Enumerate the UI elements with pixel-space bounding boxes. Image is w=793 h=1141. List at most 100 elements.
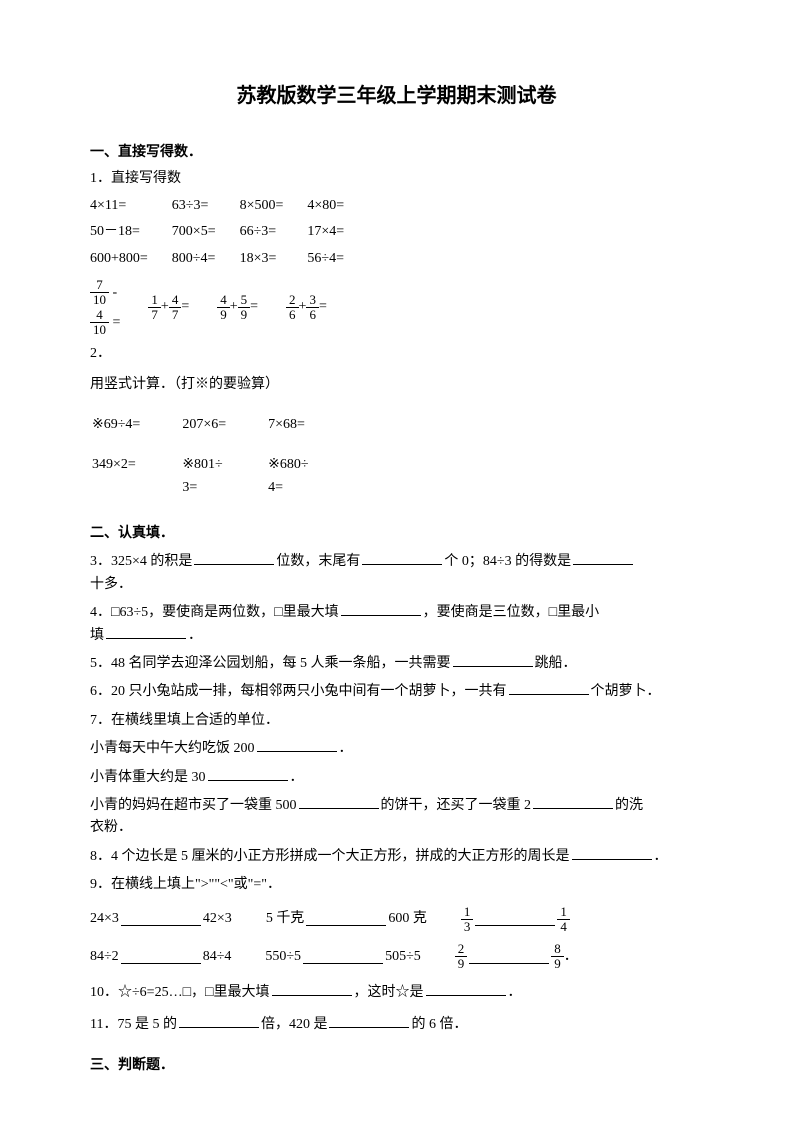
question-4: 4．□63÷5，要使商是两位数，□里最大填，要使商是三位数，□里最小 填． [90,602,703,647]
question-5: 5．48 名同学去迎泽公园划船，每 5 人乘一条船，一共需要跳船． [90,653,703,675]
fraction: 3 6 [306,293,319,323]
calc-cell: 600+800= [90,246,172,272]
q-text: 倍，420 是 [261,1017,328,1032]
question-7-2: 小青体重大约是 30 ． [90,767,703,789]
q-text: ． [339,741,353,756]
q-text: 4．□63÷5，要使商是两位数，□里最大填 [90,605,339,620]
vcalc-cell: 207×6= [182,406,266,444]
fraction: 1 7 [148,293,161,323]
blank-input[interactable] [453,653,533,667]
calc-cell: 4×11= [90,193,172,219]
calc-grid: 4×11= 63÷3= 8×500= 4×80= 50－18= 700×5= 6… [90,193,368,272]
fraction-expr: 7 10 - 4 10 = [90,278,120,337]
blank-input[interactable] [329,1014,409,1028]
calc-cell: 18×3= [240,246,308,272]
vcalc-text: ※801÷ [182,457,222,472]
blank-input[interactable] [306,912,386,926]
cmp-text: 550÷5 [265,946,301,968]
q-text: ． [654,849,668,864]
compare-row-2: 84÷2 84÷4 550÷5 505÷5 2989． [90,942,703,972]
blank-input[interactable] [272,982,352,996]
fraction-expr: 2 6 + 3 6 = [286,293,327,323]
vcalc-cell: ※680÷ 4= [268,446,348,507]
question-8: 8．4 个边长是 5 厘米的小正方形拼成一个大正方形，拼成的大正方形的周长是 ． [90,846,703,868]
q-text: 十多． [90,577,132,592]
q-text: ，要使商是三位数，□里最小 [423,605,599,620]
question-10: 10．☆÷6=25…□，□里最大填，这时☆是． [90,982,703,1004]
blank-input[interactable] [121,950,201,964]
vcalc-text: 3= [182,480,197,495]
page-title: 苏教版数学三年级上学期期末测试卷 [90,80,703,112]
q-text: 11．75 是 5 的 [90,1017,177,1032]
blank-input[interactable] [194,551,274,565]
question-11: 11．75 是 5 的倍，420 是的 6 倍． [90,1014,703,1036]
compare-item: 5 千克 600 克 [266,908,427,930]
compare-item: 24×342×3 [90,908,232,930]
cmp-text: 5 千克 [266,908,305,930]
cmp-text: 505÷5 [385,946,421,968]
blank-input[interactable] [572,846,652,860]
blank-input[interactable] [426,982,506,996]
cmp-text: 84÷4 [203,946,232,968]
blank-input[interactable] [362,551,442,565]
q2-desc: 用竖式计算．（打※的要验算） [90,374,703,396]
fraction: 4 9 [217,293,230,323]
blank-input[interactable] [509,681,589,695]
calc-cell: 4×80= [307,193,368,219]
calc-cell: 800÷4= [172,246,240,272]
blank-input[interactable] [573,551,633,565]
eq-text: = [319,296,327,318]
calc-cell: 700×5= [172,219,240,245]
blank-input[interactable] [106,625,186,639]
q-text: 小青体重大约是 30 [90,770,206,785]
blank-input[interactable] [475,912,555,926]
fraction-row: 7 10 - 4 10 = 1 7 + 4 7 = [90,278,703,337]
fraction: 4 10 [90,308,109,338]
calc-cell: 8×500= [240,193,308,219]
blank-input[interactable] [121,912,201,926]
blank-input[interactable] [341,602,421,616]
fraction: 13 [461,905,474,935]
q-text: 8．4 个边长是 5 厘米的小正方形拼成一个大正方形，拼成的大正方形的周长是 [90,849,570,864]
question-6: 6．20 只小兔站成一排，每相邻两只小兔中间有一个胡萝卜，一共有个胡萝卜． [90,681,703,703]
cmp-text: 84÷2 [90,946,119,968]
q-text: 个 0；84÷3 的得数是 [444,554,571,569]
q-text: 3．325×4 的积是 [90,554,192,569]
op-text: + [230,296,238,318]
cmp-text: 600 克 [388,908,427,930]
calc-cell: 63÷3= [172,193,240,219]
q-text: 的饼干，还买了一袋重 2 [381,798,532,813]
vcalc-cell: ※801÷ 3= [182,446,266,507]
compare-item: 1314 [461,905,570,935]
blank-input[interactable] [257,738,337,752]
blank-input[interactable] [533,795,613,809]
calc-cell: 17×4= [307,219,368,245]
blank-input[interactable] [179,1014,259,1028]
eq-text: = [113,315,121,330]
section-3-head: 三、判断题． [90,1055,703,1077]
compare-item: 84÷2 84÷4 [90,946,231,968]
blank-input[interactable] [208,767,288,781]
q-text: 个胡萝卜． [591,684,661,699]
q-text: ． [508,985,522,1000]
calc-cell: 50－18= [90,219,172,245]
calc-cell: 66÷3= [240,219,308,245]
blank-input[interactable] [299,795,379,809]
compare-item: 2989． [455,942,578,972]
section-2-head: 二、认真填． [90,523,703,545]
fraction: 2 6 [286,293,299,323]
fraction-expr: 1 7 + 4 7 = [148,293,189,323]
section-1-head: 一、直接写得数． [90,142,703,164]
q-text: 跳船． [535,656,577,671]
q-text: 衣粉． [90,820,132,835]
compare-row-1: 24×342×3 5 千克 600 克 1314 [90,905,703,935]
q-text: 10．☆÷6=25…□，□里最大填 [90,985,270,1000]
fraction: 5 9 [238,293,251,323]
q1-label: 1．直接写得数 [90,168,703,190]
blank-input[interactable] [303,950,383,964]
q-text: 填 [90,628,104,643]
q-text: 的洗 [615,798,643,813]
q-text: ． [290,770,304,785]
vcalc-cell: ※69÷4= [92,406,180,444]
blank-input[interactable] [469,950,549,964]
